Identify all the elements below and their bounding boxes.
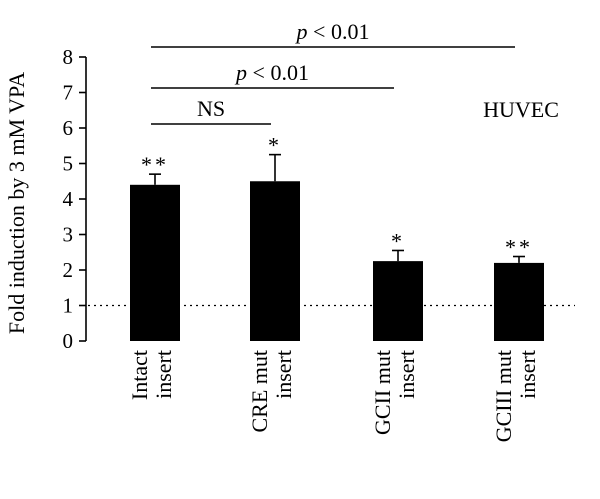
- x-tick-label: CRE mut: [247, 350, 272, 433]
- significance-label: *: [268, 133, 282, 158]
- comparison-label: NS: [197, 96, 225, 121]
- significance-label: *: [391, 228, 405, 253]
- x-tick-label: insert: [394, 350, 419, 399]
- y-tick-label: 7: [63, 81, 74, 105]
- y-axis-label: Fold induction by 3 mM VPA: [4, 72, 29, 334]
- bar: [250, 181, 300, 341]
- y-tick-label: 6: [63, 116, 74, 140]
- bar: [130, 184, 180, 341]
- y-tick-label: 4: [63, 187, 74, 211]
- x-tick-label: Intact: [127, 350, 152, 400]
- cell-line-label: HUVEC: [483, 97, 559, 122]
- x-tick-label: insert: [151, 350, 176, 399]
- significance-label: **: [141, 152, 169, 177]
- y-tick-label: 5: [63, 152, 74, 176]
- bar: [494, 262, 544, 341]
- y-tick-label: 1: [63, 294, 74, 318]
- significance-label: **: [505, 235, 533, 260]
- y-tick-label: 8: [63, 45, 74, 69]
- x-tick-label: insert: [271, 350, 296, 399]
- comparison-label: p < 0.01: [234, 60, 309, 85]
- y-tick-label: 2: [63, 258, 74, 282]
- comparison-label: p < 0.01: [295, 19, 370, 44]
- x-tick-label: insert: [515, 350, 540, 399]
- bar: [373, 261, 423, 341]
- y-tick-label: 0: [63, 329, 74, 353]
- x-tick-label: GCIII mut: [491, 350, 516, 442]
- y-tick-label: 3: [63, 223, 74, 247]
- x-tick-label: GCII mut: [370, 350, 395, 435]
